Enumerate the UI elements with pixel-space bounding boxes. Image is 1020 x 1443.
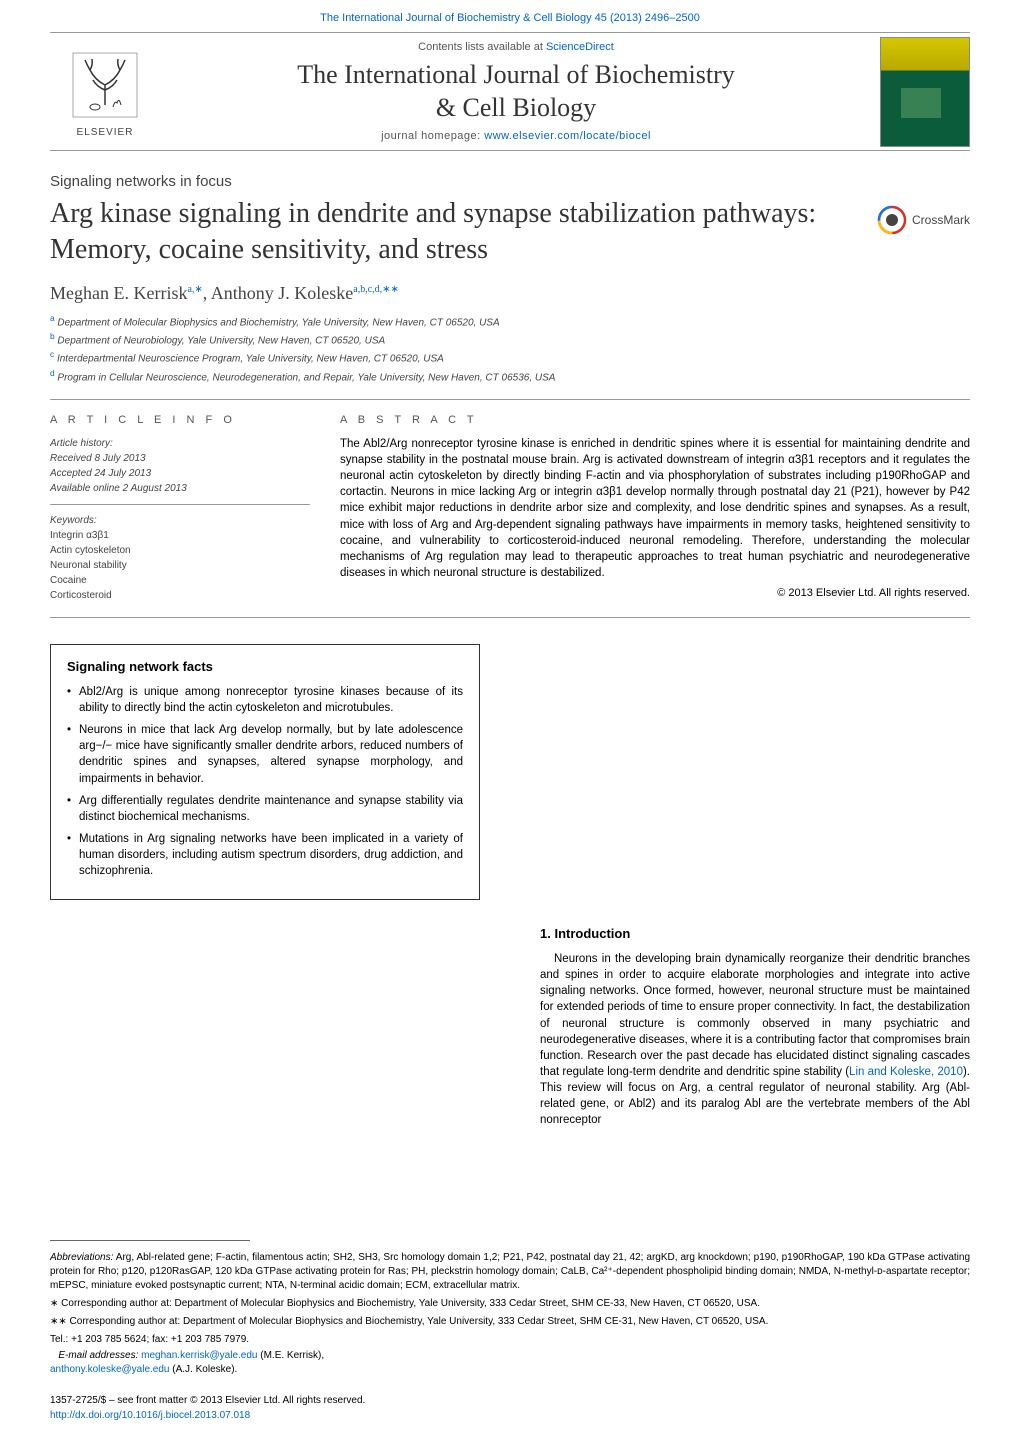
facts-title: Signaling network facts (67, 659, 463, 674)
elsevier-text: ELSEVIER (77, 127, 134, 138)
journal-header: ELSEVIER Contents lists available at Sci… (50, 32, 970, 151)
abbrev-text: Arg, Abl-related gene; F-actin, filament… (50, 1252, 970, 1291)
authors: Meghan E. Kerriska,∗, Anthony J. Koleske… (50, 283, 970, 304)
intro-text-1: Neurons in the developing brain dynamica… (540, 953, 970, 1078)
corresponding-1: ∗ Corresponding author at: Department of… (50, 1297, 970, 1311)
sciencedirect-link[interactable]: ScienceDirect (546, 41, 614, 53)
homepage-prefix: journal homepage: (381, 130, 484, 142)
elsevier-tree-icon (65, 45, 145, 125)
email-label: E-mail addresses: (58, 1350, 138, 1361)
author-2-affil: a,b,c,d,∗∗ (353, 284, 399, 295)
introduction-head: 1. Introduction (540, 926, 970, 941)
keyword-4: Cocaine (50, 575, 87, 586)
journal-title: The International Journal of Biochemistr… (160, 59, 872, 124)
corresponding-2: ∗∗ Corresponding author at: Department o… (50, 1315, 970, 1329)
keyword-1: Integrin α3β1 (50, 530, 109, 541)
accepted-date: Accepted 24 July 2013 (50, 468, 151, 479)
elsevier-logo: ELSEVIER (50, 37, 160, 147)
divider (50, 617, 970, 618)
history-label: Article history: (50, 436, 310, 451)
article-history: Article history: Received 8 July 2013 Ac… (50, 436, 310, 505)
journal-homepage: journal homepage: www.elsevier.com/locat… (160, 130, 872, 142)
fact-item: Mutations in Arg signaling networks have… (67, 831, 463, 879)
section-tag: Signaling networks in focus (50, 173, 970, 190)
fact-item: Neurons in mice that lack Arg develop no… (67, 722, 463, 786)
author-2-name: , Anthony J. Koleske (203, 283, 354, 303)
keyword-2: Actin cytoskeleton (50, 545, 131, 556)
contents-prefix: Contents lists available at (418, 41, 546, 53)
abbreviations: Abbreviations: Arg, Abl-related gene; F-… (50, 1251, 970, 1293)
journal-title-line1: The International Journal of Biochemistr… (297, 60, 735, 89)
contents-available: Contents lists available at ScienceDirec… (160, 41, 872, 53)
affiliation-a: Department of Molecular Biophysics and B… (57, 317, 499, 328)
email-link-2[interactable]: anthony.koleske@yale.edu (50, 1364, 170, 1375)
abstract-text: The Abl2/Arg nonreceptor tyrosine kinase… (340, 436, 970, 581)
keywords-label: Keywords: (50, 513, 310, 528)
article-title: Arg kinase signaling in dendrite and syn… (50, 196, 856, 269)
online-date: Available online 2 August 2013 (50, 483, 187, 494)
footer-separator (50, 1240, 250, 1241)
affiliation-b: Department of Neurobiology, Yale Univers… (57, 335, 385, 346)
introduction-text: Neurons in the developing brain dynamica… (540, 951, 970, 1128)
fact-item: Abl2/Arg is unique among nonreceptor tyr… (67, 684, 463, 716)
issn-line: 1357-2725/$ – see front matter © 2013 El… (50, 1393, 970, 1408)
keyword-5: Corticosteroid (50, 590, 112, 601)
facts-list: Abl2/Arg is unique among nonreceptor tyr… (67, 684, 463, 879)
journal-citation: The International Journal of Biochemistr… (0, 0, 1020, 32)
crossmark-text: CrossMark (912, 213, 970, 227)
crossmark-badge[interactable]: CrossMark (876, 204, 970, 236)
tel-fax: Tel.: +1 203 785 5624; fax: +1 203 785 7… (50, 1333, 970, 1347)
author-1-name: Meghan E. Kerrisk (50, 283, 187, 303)
emails: E-mail addresses: meghan.kerrisk@yale.ed… (50, 1349, 970, 1377)
crossmark-icon (876, 204, 908, 236)
keyword-3: Neuronal stability (50, 560, 127, 571)
email-link-1[interactable]: meghan.kerrisk@yale.edu (141, 1350, 257, 1361)
article-info-head: A R T I C L E I N F O (50, 414, 310, 426)
abstract-copyright: © 2013 Elsevier Ltd. All rights reserved… (340, 587, 970, 599)
doi-link[interactable]: http://dx.doi.org/10.1016/j.biocel.2013.… (50, 1410, 250, 1421)
author-1-affil: a,∗ (187, 284, 202, 295)
keywords-block: Keywords: Integrin α3β1 Actin cytoskelet… (50, 513, 310, 603)
facts-box: Signaling network facts Abl2/Arg is uniq… (50, 644, 480, 900)
abstract-column: A B S T R A C T The Abl2/Arg nonreceptor… (340, 414, 970, 603)
abstract-head: A B S T R A C T (340, 414, 970, 426)
received-date: Received 8 July 2013 (50, 453, 146, 464)
bottom-block: 1357-2725/$ – see front matter © 2013 El… (50, 1393, 970, 1423)
fact-item: Arg differentially regulates dendrite ma… (67, 793, 463, 825)
homepage-link[interactable]: www.elsevier.com/locate/biocel (484, 130, 651, 142)
affiliation-c: Interdepartmental Neuroscience Program, … (57, 354, 444, 365)
header-center: Contents lists available at ScienceDirec… (160, 33, 872, 150)
email-2-name: (A.J. Koleske). (170, 1364, 238, 1375)
journal-title-line2: & Cell Biology (436, 93, 596, 122)
introduction-column: 1. Introduction Neurons in the developin… (540, 926, 970, 1128)
affiliation-d: Program in Cellular Neuroscience, Neurod… (57, 372, 555, 383)
abbrev-label: Abbreviations: (50, 1252, 113, 1263)
email-1-name: (M.E. Kerrisk), (257, 1350, 324, 1361)
article-info-column: A R T I C L E I N F O Article history: R… (50, 414, 310, 603)
affiliations: a Department of Molecular Biophysics and… (50, 312, 970, 385)
divider (50, 399, 970, 400)
journal-cover-thumbnail (880, 37, 970, 147)
citation-link[interactable]: Lin and Koleske, 2010 (849, 1066, 963, 1078)
